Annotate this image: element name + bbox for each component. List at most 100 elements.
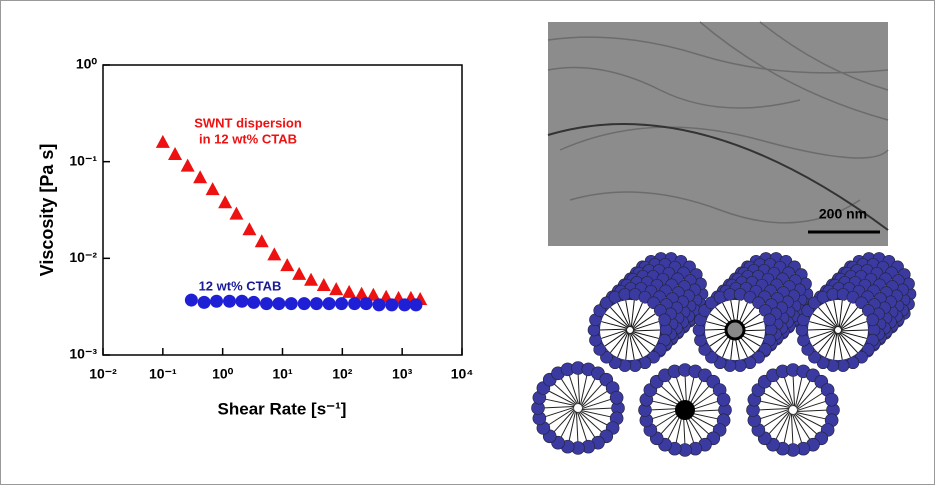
circle-marker <box>284 297 298 311</box>
circle-marker <box>398 298 412 312</box>
surfactant-tail <box>541 405 575 409</box>
nanotube <box>547 123 889 231</box>
surfactant-tail <box>579 411 604 434</box>
surfactant-tail <box>809 329 836 339</box>
surfactant-tail <box>630 300 635 328</box>
triangle-marker <box>155 134 170 148</box>
circle-marker <box>197 295 211 309</box>
circle-marker <box>348 297 362 311</box>
triangle-marker <box>180 158 195 172</box>
surfactant-tail <box>543 398 575 407</box>
circle-marker <box>385 298 399 312</box>
surfactant-tail <box>568 373 580 405</box>
x-tick-label: 10³ <box>392 366 413 382</box>
surfactant-head <box>763 313 776 327</box>
surfactant-tail <box>625 332 630 360</box>
surfactant-tail <box>552 409 575 434</box>
surfactant-tail <box>761 391 791 408</box>
surfactant-tail <box>617 302 631 328</box>
surfactant-tail <box>559 376 578 405</box>
surfactant-tail <box>838 300 843 328</box>
surfactant-tail <box>579 373 588 405</box>
surfactant-tail <box>575 411 579 445</box>
surfactant-tail <box>631 302 643 328</box>
circle-marker <box>222 294 236 308</box>
surfactant-tail <box>632 329 661 332</box>
surfactant-tail <box>580 410 610 427</box>
triangle-marker <box>316 277 331 291</box>
surfactant-tail <box>825 302 839 328</box>
y-tick-label: 10⁻³ <box>69 346 97 362</box>
circle-marker <box>309 297 323 311</box>
surfactant-tail <box>546 389 576 406</box>
surfactant-head <box>609 390 624 405</box>
circle-marker <box>259 297 273 311</box>
surfactant-tail <box>790 413 794 447</box>
surfactant-tail <box>546 408 575 427</box>
surfactant-tail <box>601 329 628 339</box>
surfactant-tail <box>774 378 793 407</box>
y-tick-label: 10⁻² <box>69 249 97 265</box>
surfactant-tail <box>840 329 869 332</box>
circle-marker <box>235 294 249 308</box>
surfactant-tail <box>625 300 631 328</box>
triangle-marker <box>254 234 269 248</box>
surfactant-tail <box>599 328 628 331</box>
circle-marker <box>272 297 286 311</box>
surfactant-tail <box>812 313 837 329</box>
micelle-face <box>600 300 660 360</box>
triangle-marker <box>205 182 220 196</box>
surfactant-tail <box>617 332 629 358</box>
x-axis-label: Shear Rate [s⁻¹] <box>218 399 347 418</box>
surfactant-tail <box>825 332 837 358</box>
tem-texture <box>547 21 889 224</box>
y-tick-label: 10⁰ <box>76 56 98 72</box>
surfactant-tail <box>758 408 790 420</box>
surfactant-tail <box>809 321 836 329</box>
surfactant-tail <box>840 331 867 339</box>
surfactant-tail <box>838 332 859 354</box>
annotation: SWNT dispersion <box>194 115 302 130</box>
surfactant-tail <box>795 378 812 408</box>
x-tick-label: 10¹ <box>272 366 293 382</box>
surfactant-tail <box>795 412 825 429</box>
triangle-marker <box>168 147 183 161</box>
circle-marker <box>247 295 261 309</box>
surfactant-head <box>866 313 879 327</box>
surfactant-tail <box>796 409 830 413</box>
surfactant-tail <box>840 313 864 330</box>
surfactant-tail <box>581 398 613 410</box>
surfactant-tail <box>840 321 867 331</box>
circle-marker <box>184 293 198 307</box>
surfactant-tail <box>629 332 635 360</box>
surfactant-tail <box>792 373 796 407</box>
triangle-marker <box>218 195 233 209</box>
surfactant-head <box>824 392 839 407</box>
surfactant-tail <box>796 384 819 409</box>
surfactant-tail <box>543 406 575 418</box>
triangle-marker <box>354 286 369 300</box>
circle-marker <box>297 297 311 311</box>
surfactant-tail <box>758 400 790 409</box>
surfactant-tail <box>817 331 836 353</box>
surfactant-tail <box>578 411 597 440</box>
surfactant-tail <box>807 328 836 331</box>
surfactant-tail <box>767 384 792 407</box>
surfactant-tail <box>767 411 790 436</box>
surfactant-tail <box>812 330 836 347</box>
surfactant-tail <box>632 321 659 331</box>
surfactant-tail <box>581 409 613 418</box>
surfactant-tail <box>833 300 839 328</box>
triangle-marker <box>280 258 295 272</box>
surfactant-tail <box>783 375 795 407</box>
annotation: 12 wt% CTAB <box>199 278 282 293</box>
surfactant-tail <box>632 331 659 339</box>
surfactant-tail <box>794 375 803 407</box>
surfactant-tail <box>837 332 843 360</box>
surfactant-tail <box>630 332 651 354</box>
scale-bar-label: 200 nm <box>819 206 867 222</box>
nanotube-core <box>724 319 746 341</box>
triangle-marker <box>267 247 282 261</box>
surfactant-tail <box>840 307 859 329</box>
